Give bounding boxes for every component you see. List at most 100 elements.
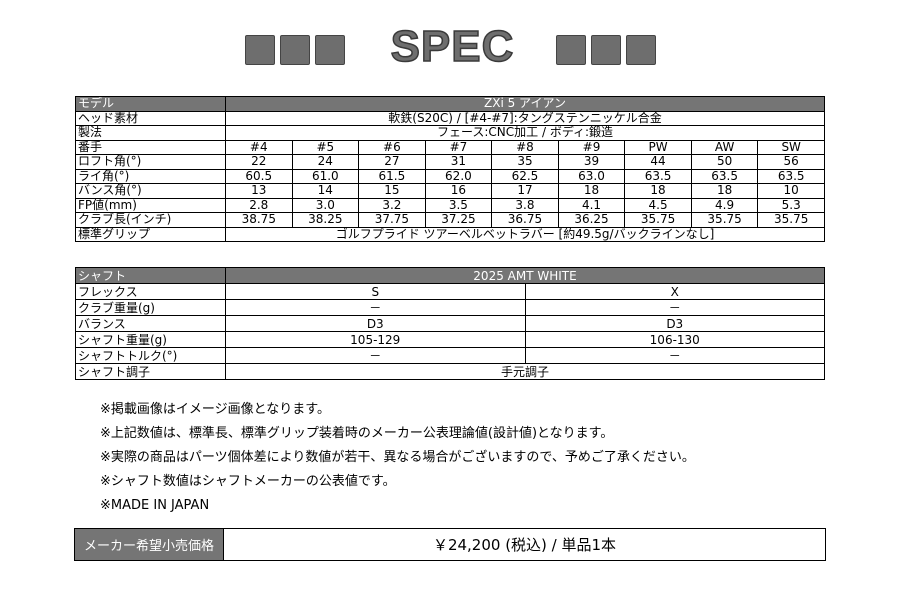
table-cell: 15	[358, 183, 426, 199]
table-cell: PW	[624, 139, 692, 155]
square-icon	[556, 35, 586, 65]
table-cell: 63.5	[757, 168, 825, 184]
table-cell: 38.25	[291, 212, 360, 228]
table-row: クラブ長(インチ) 38.75 38.25 37.75 37.25 36.75 36.25 3…	[75, 212, 825, 228]
table-cell: 13	[225, 183, 293, 199]
table-cell: D3	[225, 315, 526, 332]
kick-value: 手元調子	[225, 363, 825, 380]
table-cell: 18	[624, 183, 692, 199]
table-cell: 106-130	[524, 331, 825, 348]
price-value: ￥24,200 (税込) / 単品1本	[432, 536, 617, 554]
price-box: メーカー希望小売価格 ￥24,200 (税込) / 単品1本	[74, 528, 826, 561]
table-cell: 63.0	[557, 168, 626, 184]
row-label: クラブ重量(g)	[75, 299, 226, 316]
note: ※MADE IN JAPAN	[100, 498, 210, 513]
row-label: ロフト角(°)	[75, 154, 226, 170]
table-cell: 63.5	[624, 168, 692, 184]
method-value: フェース:CNC加工 / ボディ:鍛造	[225, 125, 825, 141]
table-cell: S	[225, 283, 526, 300]
note: ※上記数値は、標準長、標準グリップ装着時のメーカー公表理論値(設計値)となります…	[100, 426, 614, 441]
table-cell: 38.75	[225, 212, 293, 228]
row-label: シャフトトルク(°)	[75, 347, 226, 364]
square-icon	[280, 35, 310, 65]
note: ※実際の商品はパーツ個体差により数値が若干、異なる場合がございますので、予めご了…	[100, 450, 695, 465]
table-cell: 63.5	[690, 168, 759, 184]
square-icon	[315, 35, 345, 65]
table-cell: －	[225, 347, 526, 364]
table-cell: 5.3	[757, 197, 825, 213]
table-row: ライ角(°) 60.5 61.0 61.5 62.0 62.5 63.0 63.5 63.5 63…	[75, 168, 825, 184]
table-cell: 44	[624, 154, 692, 170]
row-label: クラブ長(インチ)	[75, 212, 226, 228]
table-cell: 61.0	[291, 168, 360, 184]
table-cell: 22	[225, 154, 293, 170]
notes: ※掲載画像はイメージ画像となります。 ※上記数値は、標準長、標準グリップ装着時の…	[100, 398, 695, 518]
table-cell: 18	[557, 183, 626, 199]
table-cell: 18	[690, 183, 759, 199]
table-cell: －	[524, 299, 825, 316]
table-cell: 35.75	[624, 212, 692, 228]
spec-table: モデル ZXi 5 アイアン ヘッド素材 軟鉄(S20C) / [#4-#7]:タン…	[75, 96, 825, 242]
row-label: シャフト重量(g)	[75, 331, 226, 348]
row-label: FP値(mm)	[75, 197, 226, 213]
table-cell: 35.75	[757, 212, 825, 228]
table-cell: 31	[424, 154, 493, 170]
price-label: メーカー希望小売価格	[75, 529, 224, 560]
table-cell: 61.5	[358, 168, 426, 184]
table-cell: 3.0	[291, 197, 360, 213]
row-label: ライ角(°)	[75, 168, 226, 184]
row-label: 番手	[75, 139, 226, 155]
table-cell: 3.8	[491, 197, 559, 213]
table-row: FP値(mm) 2.8 3.0 3.2 3.5 3.8 4.1 4.5 4.9 5.3	[75, 197, 825, 213]
grip-value: ゴルフプライド ツアーベルベットラバー [約49.5g/バックラインなし]	[225, 226, 825, 242]
table-cell: #5	[291, 139, 360, 155]
table-cell: 16	[424, 183, 493, 199]
square-icon	[626, 35, 656, 65]
table-cell: 4.1	[557, 197, 626, 213]
table-cell: 35	[491, 154, 559, 170]
note: ※シャフト数値はシャフトメーカーの公表値です。	[100, 474, 396, 489]
table-cell: 37.75	[358, 212, 426, 228]
table-cell: 3.2	[358, 197, 426, 213]
table-cell: #6	[358, 139, 426, 155]
table-row: 製法 フェース:CNC加工 / ボディ:鍛造	[75, 125, 825, 141]
table-row: シャフト重量(g) 105-129 106-130	[75, 331, 825, 348]
row-label: バンス角(°)	[75, 183, 226, 199]
row-label: シャフト	[75, 267, 226, 284]
table-cell: 105-129	[225, 331, 526, 348]
row-label: シャフト調子	[75, 363, 226, 380]
row-label: ヘッド素材	[75, 110, 226, 126]
table-row: 番手 #4 #5 #6 #7 #8 #9 PW AW SW	[75, 139, 825, 155]
table-cell: 60.5	[225, 168, 293, 184]
row-label: バランス	[75, 315, 226, 332]
table-cell: 56	[757, 154, 825, 170]
table-row: バランス D3 D3	[75, 315, 825, 332]
square-icon	[591, 35, 621, 65]
table-cell: #7	[424, 139, 493, 155]
table-cell: 36.25	[557, 212, 626, 228]
table-row: モデル ZXi 5 アイアン	[75, 96, 825, 112]
table-cell: 62.5	[491, 168, 559, 184]
spec-title: SPEC	[390, 21, 515, 72]
row-label: モデル	[75, 96, 226, 112]
table-cell: 17	[491, 183, 559, 199]
table-row: シャフト 2025 AMT WHITE	[75, 267, 825, 284]
table-cell: 24	[291, 154, 360, 170]
table-cell: SW	[757, 139, 825, 155]
table-cell: 2.8	[225, 197, 293, 213]
note: ※掲載画像はイメージ画像となります。	[100, 402, 330, 417]
row-label: 標準グリップ	[75, 226, 226, 242]
table-cell: －	[225, 299, 526, 316]
table-row: フレックス S X	[75, 283, 825, 300]
table-cell: 50	[690, 154, 759, 170]
table-cell: 37.25	[424, 212, 493, 228]
table-cell: 36.75	[491, 212, 559, 228]
table-row: シャフト調子 手元調子	[75, 363, 825, 380]
head-material-value: 軟鉄(S20C) / [#4-#7]:タングステンニッケル合金	[225, 110, 825, 126]
table-cell: #4	[225, 139, 293, 155]
row-label: 製法	[75, 125, 226, 141]
row-label: フレックス	[75, 283, 226, 300]
table-cell: 14	[291, 183, 360, 199]
table-cell: #8	[491, 139, 559, 155]
table-cell: 35.75	[690, 212, 759, 228]
